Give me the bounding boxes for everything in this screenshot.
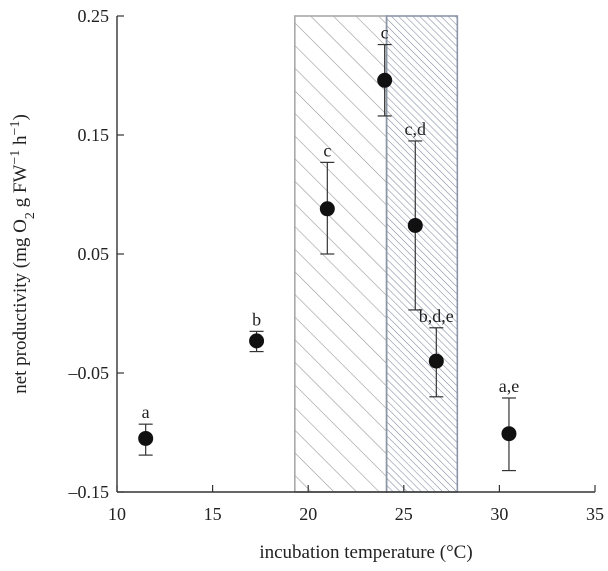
data-point: [501, 426, 517, 442]
y-axis-title-prefix: net productivity (mg O: [10, 219, 31, 394]
y-axis-title-sup2: −1: [8, 121, 23, 136]
data-point: [138, 430, 154, 446]
data-point: [377, 72, 393, 88]
significance-label: b,d,e: [419, 306, 454, 326]
y-axis-title-o2-sub: 2: [23, 212, 38, 219]
data-point: [319, 201, 335, 217]
shaded-region-2: [385, 15, 459, 493]
y-tick-label: 0.25: [78, 6, 110, 26]
significance-label: a: [142, 402, 150, 422]
significance-label: c,d: [405, 119, 427, 139]
y-axis-title-sup1: −1: [8, 150, 23, 165]
significance-label: b: [252, 309, 261, 329]
y-tick-label: –0.05: [68, 363, 110, 383]
data-point: [407, 217, 423, 233]
y-tick-label: –0.15: [68, 482, 110, 502]
data-point: [428, 353, 444, 369]
x-tick-label: 10: [108, 504, 126, 524]
shaded-region-1: [294, 15, 388, 493]
significance-label: c: [323, 140, 331, 160]
y-axis-title-close: ): [10, 114, 31, 120]
x-tick-label: 15: [204, 504, 222, 524]
significance-label: a,e: [499, 376, 519, 396]
y-tick-label: 0.15: [78, 125, 110, 145]
data-series: a b c c c,d b,d,e a,e: [138, 23, 519, 472]
y-axis-title-mid: g FW: [10, 165, 31, 213]
x-tick-label: 30: [490, 504, 508, 524]
shaded-regions: [294, 15, 459, 493]
significance-label: c: [381, 23, 389, 43]
y-axis-title-h: h: [10, 135, 31, 150]
x-tick-label: 35: [586, 504, 604, 524]
axes: 10 15 20 25 30 35 –0.15 –0.05 0.05 0.15 0.25: [68, 6, 605, 524]
y-tick-label: 0.05: [78, 244, 110, 264]
y-axis-title: net productivity (mg O2 g FW−1 h−1): [8, 114, 38, 394]
x-axis-title: incubation temperature (°C): [259, 542, 472, 563]
x-tick-label: 25: [395, 504, 413, 524]
x-tick-label: 20: [299, 504, 317, 524]
data-point: [249, 333, 265, 349]
